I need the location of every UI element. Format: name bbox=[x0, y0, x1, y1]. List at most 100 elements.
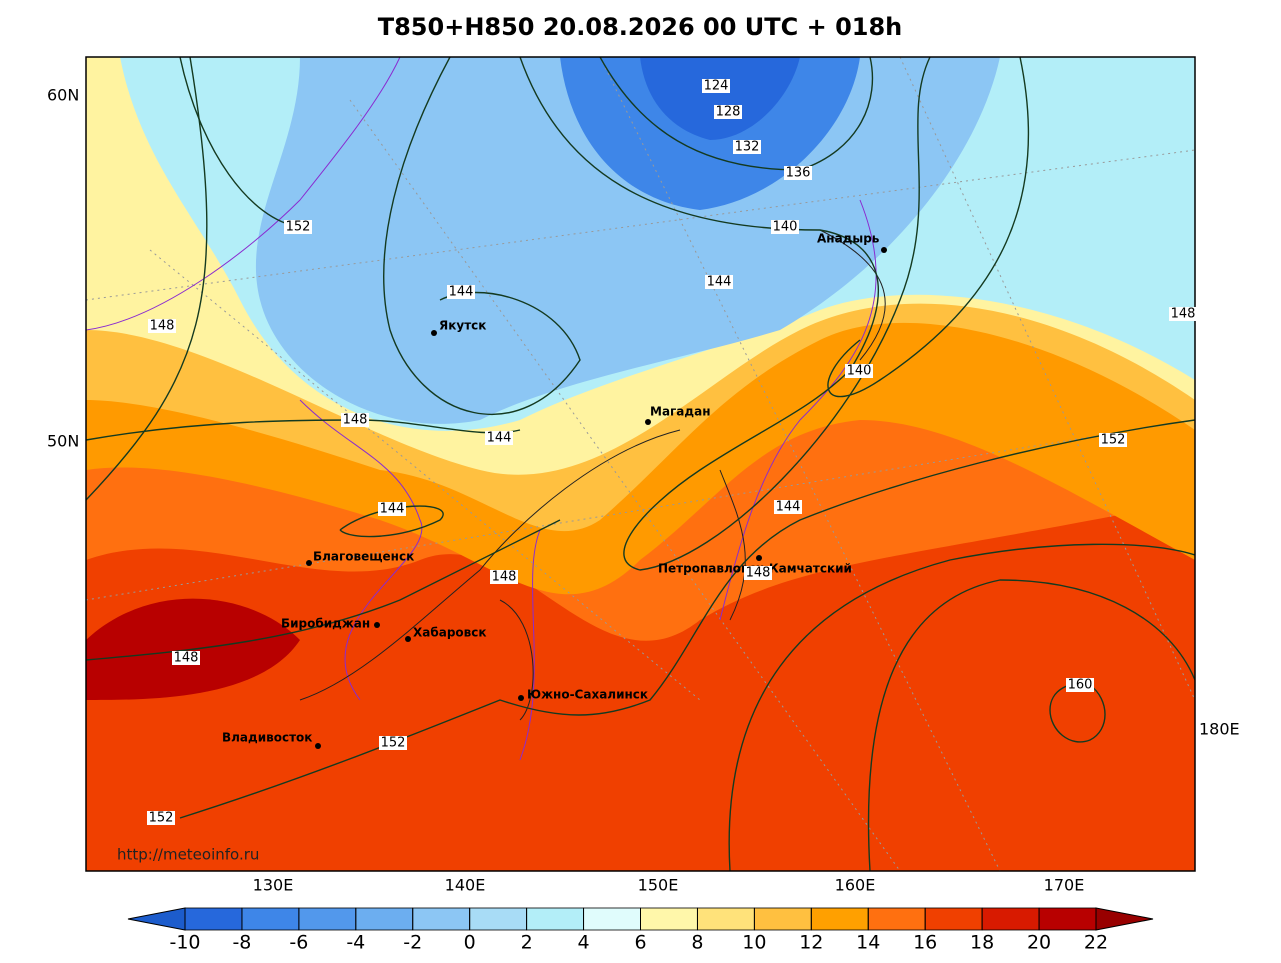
contour-label: 144 bbox=[380, 502, 405, 517]
contour-label-bg bbox=[378, 502, 406, 516]
colorbar-box bbox=[640, 907, 698, 931]
colorbar-box bbox=[298, 907, 357, 931]
contour-label: 148 bbox=[150, 319, 175, 334]
colorbar-extend-low bbox=[127, 907, 186, 931]
colorbar-box bbox=[583, 907, 641, 931]
colorbar-box bbox=[241, 907, 300, 931]
graticule bbox=[86, 57, 1195, 871]
contour-line bbox=[1049, 683, 1106, 743]
colorbar-tick-label: -8 bbox=[232, 932, 251, 954]
city-name: Магадан bbox=[650, 405, 711, 419]
contour-label-bg bbox=[714, 105, 742, 119]
colorbar-tick-label: 12 bbox=[799, 932, 823, 954]
city-name: Якутск bbox=[439, 319, 486, 333]
city-name: Биробиджан bbox=[281, 617, 370, 631]
coastline bbox=[299, 229, 886, 721]
contour-label: 160 bbox=[1068, 678, 1093, 693]
contour-label-bg bbox=[845, 364, 873, 378]
credit: http://meteoinfo.ru bbox=[117, 846, 259, 864]
contour-label: 148 bbox=[174, 651, 199, 666]
colorbar-box bbox=[867, 907, 926, 931]
colorbar-box bbox=[355, 907, 414, 931]
city-dot bbox=[315, 743, 321, 749]
title: T850+H850 20.08.2026 00 UTC + 018h bbox=[378, 13, 903, 41]
colorbar-box bbox=[810, 907, 869, 931]
contour-label: 152 bbox=[381, 736, 406, 751]
contour-line bbox=[519, 57, 931, 571]
city-name: Владивосток bbox=[222, 731, 312, 745]
lon-label: 140E bbox=[445, 876, 486, 895]
city-name: Благовещенск bbox=[313, 550, 414, 564]
lon-label: 160E bbox=[835, 876, 876, 895]
city-dot bbox=[306, 560, 312, 566]
city-dot bbox=[374, 622, 380, 628]
city-name: Хабаровск bbox=[413, 626, 487, 640]
contour-label: 140 bbox=[847, 364, 872, 379]
contour-label: 144 bbox=[449, 285, 474, 300]
colorbar-tick-label: 16 bbox=[913, 932, 937, 954]
contour-label-bg bbox=[147, 811, 175, 825]
contour-label-bg bbox=[744, 566, 772, 580]
colorbar-box bbox=[412, 907, 471, 931]
lat-label: 50N bbox=[47, 432, 79, 451]
city-dot bbox=[405, 636, 411, 642]
contour-label-bg bbox=[1099, 433, 1127, 447]
lon-label: 170E bbox=[1044, 876, 1085, 895]
contour-label: 152 bbox=[1101, 433, 1126, 448]
contour-label-bg bbox=[148, 319, 176, 333]
colorbar-tick-label: 10 bbox=[742, 932, 766, 954]
contour-label: 136 bbox=[786, 166, 811, 181]
colorbar-tick-label: -6 bbox=[289, 932, 308, 954]
contour-label: 124 bbox=[704, 79, 729, 94]
colorbar-box bbox=[526, 907, 584, 931]
contour-line bbox=[383, 57, 581, 415]
lon-label: 130E bbox=[253, 876, 294, 895]
colorbar-box bbox=[184, 907, 243, 931]
map-field bbox=[86, 57, 1195, 871]
contour-label: 148 bbox=[492, 570, 517, 585]
city-dot bbox=[518, 695, 524, 701]
colorbar-tick-label: 2 bbox=[521, 932, 533, 954]
contour-label: 144 bbox=[707, 275, 732, 290]
contour-label-bg bbox=[705, 275, 733, 289]
contour-label-bg bbox=[784, 166, 812, 180]
contour-label: 148 bbox=[1171, 307, 1196, 322]
contour-label-bg bbox=[1169, 307, 1197, 321]
contour-label: 152 bbox=[149, 811, 174, 826]
colorbar-box bbox=[753, 907, 812, 931]
contour-label-bg bbox=[771, 220, 799, 234]
contour-label: 140 bbox=[773, 220, 798, 235]
colorbar-tick-label: 0 bbox=[464, 932, 476, 954]
contour-label-bg bbox=[774, 500, 802, 514]
colorbar-extend-high bbox=[1095, 907, 1154, 931]
colorbar-tick-label: 4 bbox=[578, 932, 590, 954]
colorbar-box bbox=[469, 907, 528, 931]
colorbar-box bbox=[697, 907, 755, 931]
field-core bbox=[640, 57, 800, 140]
city-name: Южно-Сахалинск bbox=[527, 688, 648, 702]
contour-label-bg bbox=[485, 431, 513, 445]
field-warm bbox=[86, 500, 1195, 871]
colorbar-tick-label: 8 bbox=[691, 932, 703, 954]
contour-label-bg bbox=[447, 285, 475, 299]
map-frame bbox=[85, 56, 1196, 872]
colorbar-box bbox=[1038, 907, 1097, 931]
city-dot bbox=[645, 419, 651, 425]
contour-label: 132 bbox=[735, 140, 760, 155]
contour-label-bg bbox=[341, 413, 369, 427]
contour-label: 144 bbox=[487, 431, 512, 446]
colorbar-tick-label: -10 bbox=[169, 932, 200, 954]
contour-label: 144 bbox=[776, 500, 801, 515]
colorbar-tick-label: -4 bbox=[346, 932, 365, 954]
contour-label-bg bbox=[379, 736, 407, 750]
contour-label-bg bbox=[702, 79, 730, 93]
colorbar-tick-label: 22 bbox=[1084, 932, 1108, 954]
colorbar-box bbox=[981, 907, 1040, 931]
colorbar-tick-label: 20 bbox=[1027, 932, 1051, 954]
contour-label-bg bbox=[490, 570, 518, 584]
contour-label-bg bbox=[172, 651, 200, 665]
contour-line bbox=[728, 543, 1195, 871]
colorbar-tick-label: 18 bbox=[970, 932, 994, 954]
contour-label: 128 bbox=[716, 105, 741, 120]
